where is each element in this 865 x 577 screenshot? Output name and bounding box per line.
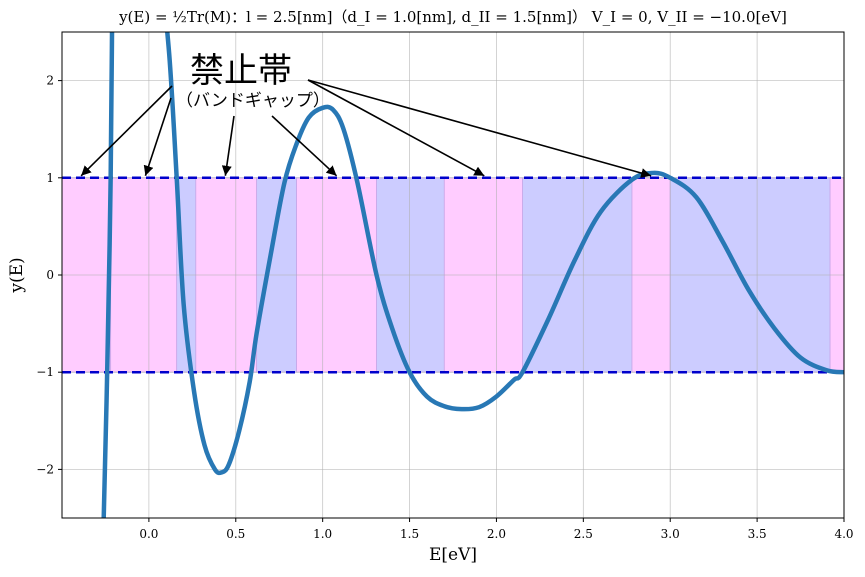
chart-title: y(E) = ½Tr(M)：l = 2.5[nm]（d_I = 1.0[nm],… (118, 8, 787, 26)
y-tick-label-0: −2 (36, 462, 54, 476)
x-axis-label: E[eV] (429, 545, 477, 565)
annotation-sub-label: （バンドギャップ） (176, 91, 330, 111)
x-tick-label-3: 1.5 (400, 527, 419, 541)
series-line-0 (101, 32, 844, 518)
annotation-arrow-5 (307, 79, 652, 178)
x-tick-label-2: 1.0 (313, 527, 332, 541)
y-tick-label-2: 0 (46, 268, 54, 282)
x-tick-label-1: 0.5 (226, 527, 245, 541)
x-tick-label-0: 0.0 (139, 527, 158, 541)
annotation-arrow-1 (143, 97, 172, 177)
annotation-arrow-4 (307, 79, 485, 177)
y-tick-label-3: 1 (46, 171, 54, 185)
x-tick-label-7: 3.5 (748, 527, 767, 541)
annotation-main-label: 禁止帯 (190, 51, 292, 91)
y-axis-label: y(E) (7, 257, 27, 293)
x-tick-label-4: 2.0 (487, 527, 506, 541)
x-tick-label-8: 4.0 (834, 527, 853, 541)
annotation-arrow-0 (80, 85, 173, 177)
annotation-arrow-2 (221, 115, 235, 176)
annotation-arrow-3 (271, 115, 338, 177)
x-tick-label-5: 2.5 (574, 527, 593, 541)
y-tick-label-1: −1 (36, 365, 54, 379)
y-tick-label-4: 2 (46, 74, 54, 88)
x-tick-label-6: 3.0 (661, 527, 680, 541)
